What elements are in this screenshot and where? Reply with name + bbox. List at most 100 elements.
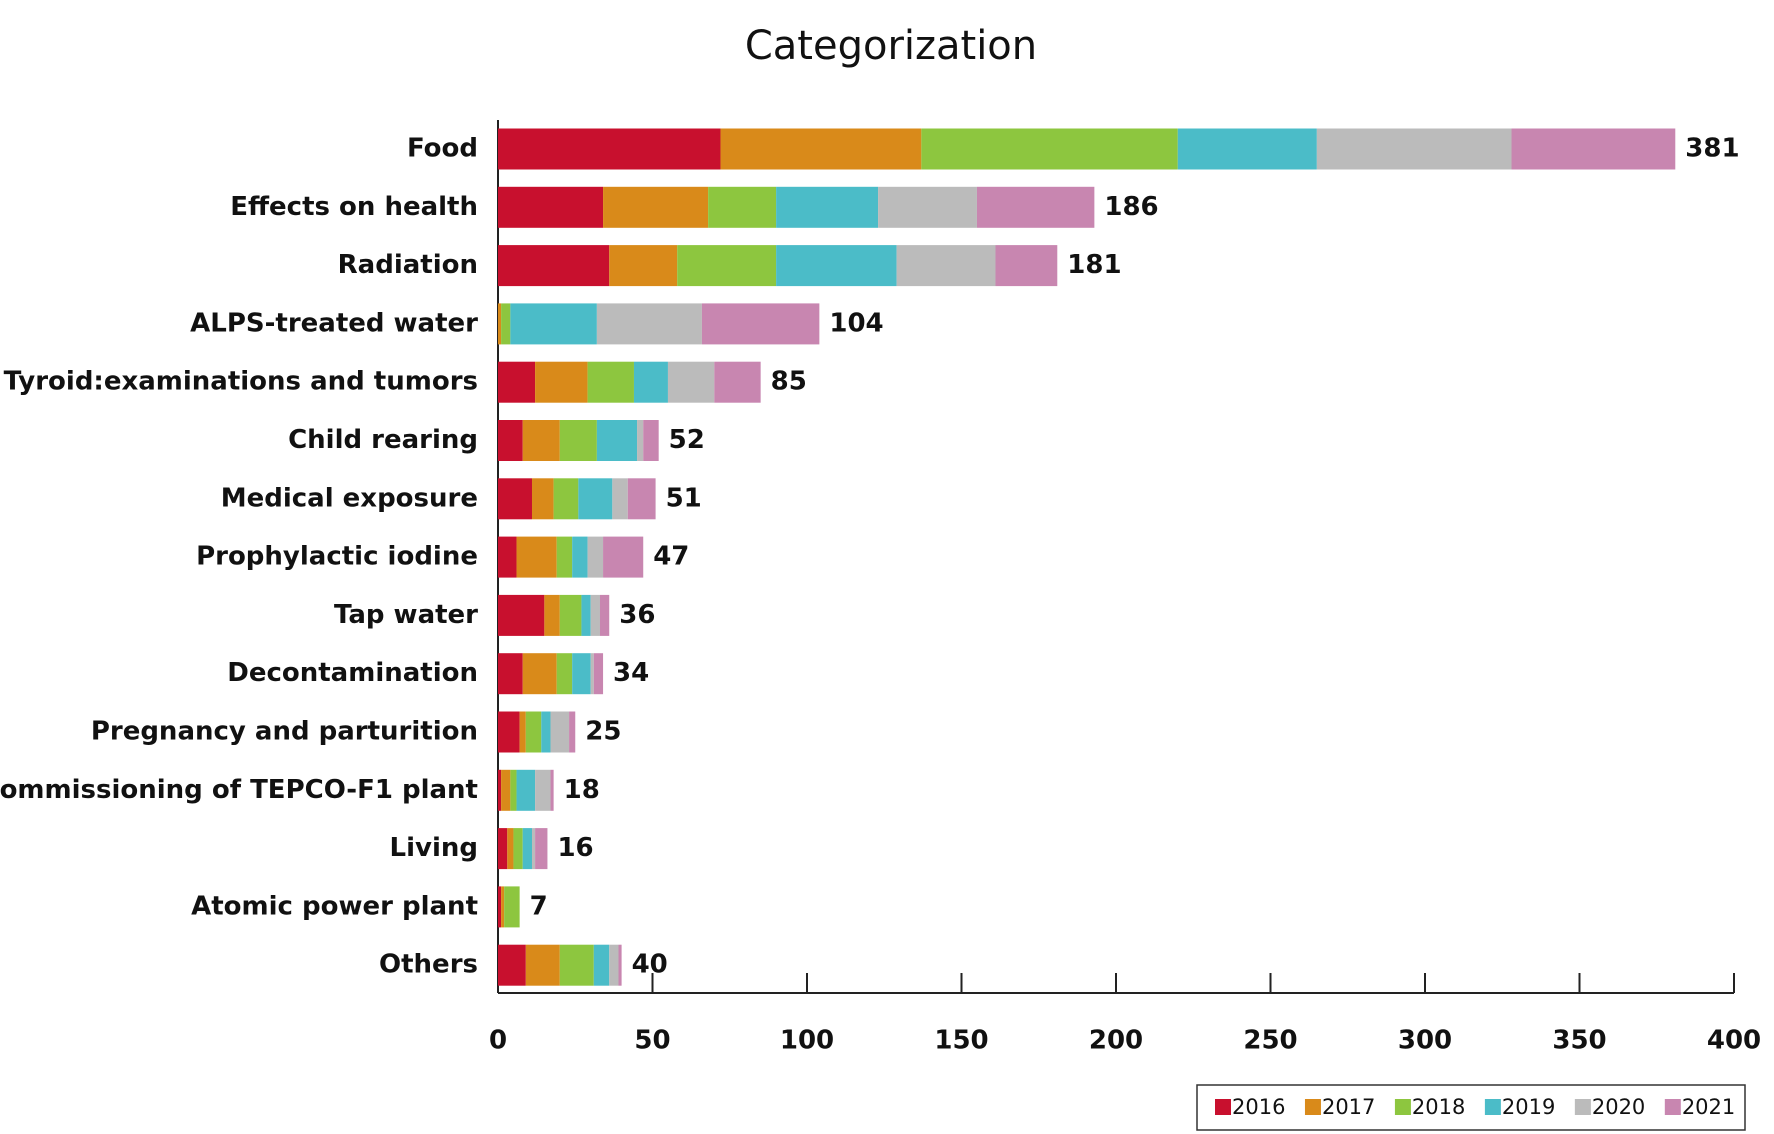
category-label: Tyroid:examinations and tumors	[4, 367, 478, 397]
bar-segment	[513, 828, 523, 870]
legend-label: 2020	[1592, 1095, 1645, 1119]
total-label: 7	[530, 891, 548, 921]
legend-swatch	[1304, 1099, 1321, 1115]
bar-segment	[572, 536, 588, 578]
total-label: 85	[771, 367, 807, 397]
bar-segment	[618, 944, 622, 986]
bar-segment	[510, 769, 517, 811]
bar-segment	[637, 420, 644, 461]
category-label: Atomic power plant	[191, 891, 478, 921]
category-label: Others	[379, 950, 478, 980]
bar-segment	[596, 420, 638, 461]
bar-segment	[498, 653, 523, 695]
legend-swatch	[1484, 1099, 1501, 1115]
x-tick-label: 200	[1089, 1026, 1143, 1056]
x-tick-label: 0	[489, 1026, 507, 1056]
bar-segment	[590, 594, 600, 636]
bar-segment	[556, 536, 573, 578]
bar-segment	[559, 420, 597, 461]
category-label: Food	[407, 134, 478, 164]
bar-segment	[498, 245, 610, 287]
bar-segment	[553, 478, 579, 520]
total-label: 52	[669, 425, 705, 455]
legend-label: 2021	[1682, 1095, 1735, 1119]
bar-segment	[612, 478, 628, 520]
bar-segment	[1316, 128, 1512, 170]
legend-swatch	[1215, 1099, 1231, 1115]
bar-segment	[541, 711, 551, 753]
category-label: Living	[390, 833, 478, 863]
bar-segment	[569, 711, 576, 753]
category-label: Tap water	[334, 600, 478, 630]
bar-segment	[633, 361, 668, 403]
bar-segment	[708, 186, 777, 228]
bar-segment	[609, 245, 678, 287]
x-tick-label: 300	[1398, 1026, 1452, 1056]
bar-segment	[531, 828, 536, 870]
bar-segment	[677, 245, 777, 287]
x-tick-label: 50	[634, 1026, 670, 1056]
bar-segment	[720, 128, 922, 170]
bar-segment	[559, 594, 582, 636]
legend-swatch	[1574, 1099, 1591, 1115]
bar-segment	[776, 186, 879, 228]
bar-segment	[627, 478, 656, 520]
bar-segment	[976, 186, 1095, 228]
bar-segment	[531, 478, 554, 520]
bar-segment	[701, 303, 820, 345]
bar-segment	[516, 769, 536, 811]
bar-segment	[578, 478, 613, 520]
bar-segment	[498, 828, 508, 870]
bar-segment	[522, 420, 560, 461]
bar-segment	[556, 653, 573, 695]
legend-label: 2018	[1412, 1095, 1465, 1119]
bar-segment	[921, 128, 1178, 170]
total-label: 181	[1067, 250, 1121, 280]
bar-segment	[535, 828, 548, 870]
bar-segment	[507, 828, 514, 870]
bar-segment	[587, 361, 634, 403]
bar-segment	[559, 944, 594, 986]
total-label: 104	[829, 308, 883, 338]
bar-segment	[498, 769, 502, 811]
x-tick-label: 250	[1243, 1026, 1297, 1056]
bar-segment	[498, 886, 502, 928]
category-label: Medical exposure	[221, 483, 478, 513]
x-tick-label: 350	[1552, 1026, 1606, 1056]
bar-segment	[776, 245, 897, 287]
bar-segment	[498, 711, 520, 753]
total-label: 47	[653, 542, 689, 572]
bar-segment	[572, 653, 591, 695]
bar-segment	[995, 245, 1058, 287]
bar-segment	[501, 303, 511, 345]
category-label: Pregnancy and parturition	[91, 717, 478, 747]
legend-swatch	[1394, 1099, 1411, 1115]
bar-segment	[535, 769, 551, 811]
bar-segment	[525, 711, 542, 753]
category-label: Prophylactic iodine	[196, 542, 478, 572]
bar-segment	[516, 536, 557, 578]
bar-segment	[501, 769, 511, 811]
bar-segment	[498, 478, 532, 520]
x-tick-label: 150	[934, 1026, 988, 1056]
total-label: 51	[666, 483, 702, 513]
bar-segment	[896, 245, 996, 287]
legend-box	[1196, 1084, 1746, 1131]
total-label: 186	[1104, 192, 1158, 222]
bar-segment	[1511, 128, 1676, 170]
legend-swatch	[1664, 1099, 1681, 1115]
bar-segment	[587, 536, 604, 578]
bar-segment	[501, 886, 505, 928]
total-label: 25	[585, 717, 621, 747]
total-label: 40	[632, 950, 668, 980]
bar-segment	[603, 536, 644, 578]
category-label: Child rearing	[288, 425, 478, 455]
category-label: Radiation	[338, 250, 478, 280]
bar-segment	[498, 420, 523, 461]
bar-segment	[878, 186, 977, 228]
bar-segment	[498, 361, 536, 403]
legend-label: 2017	[1322, 1095, 1375, 1119]
bar-segment	[1177, 128, 1317, 170]
total-label: 18	[564, 775, 600, 805]
